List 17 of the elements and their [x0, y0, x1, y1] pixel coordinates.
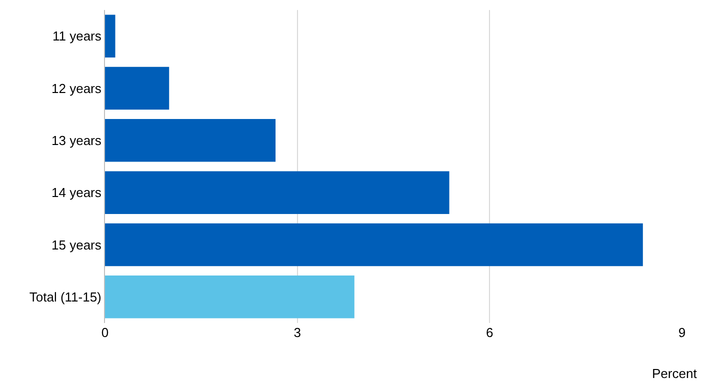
x-tick-label: 0: [101, 325, 109, 340]
y-tick-label: 12 years: [52, 80, 102, 96]
y-tick-label: 13 years: [52, 132, 102, 148]
bar: [105, 119, 276, 162]
bar: [105, 14, 116, 58]
bar: [105, 276, 354, 318]
y-tick-label: 15 years: [52, 237, 102, 252]
y-tick-label: Total (11-15): [29, 289, 102, 304]
x-tick-label: 9: [678, 325, 686, 340]
bar: [105, 223, 643, 266]
x-tick-label: 6: [486, 325, 494, 340]
bar: [105, 66, 170, 110]
y-tick-label: 14 years: [52, 185, 102, 200]
x-axis-title: Percent: [652, 366, 698, 381]
y-tick-label: 11 years: [52, 28, 102, 44]
x-tick-label: 3: [294, 325, 301, 340]
bar: [105, 171, 450, 214]
